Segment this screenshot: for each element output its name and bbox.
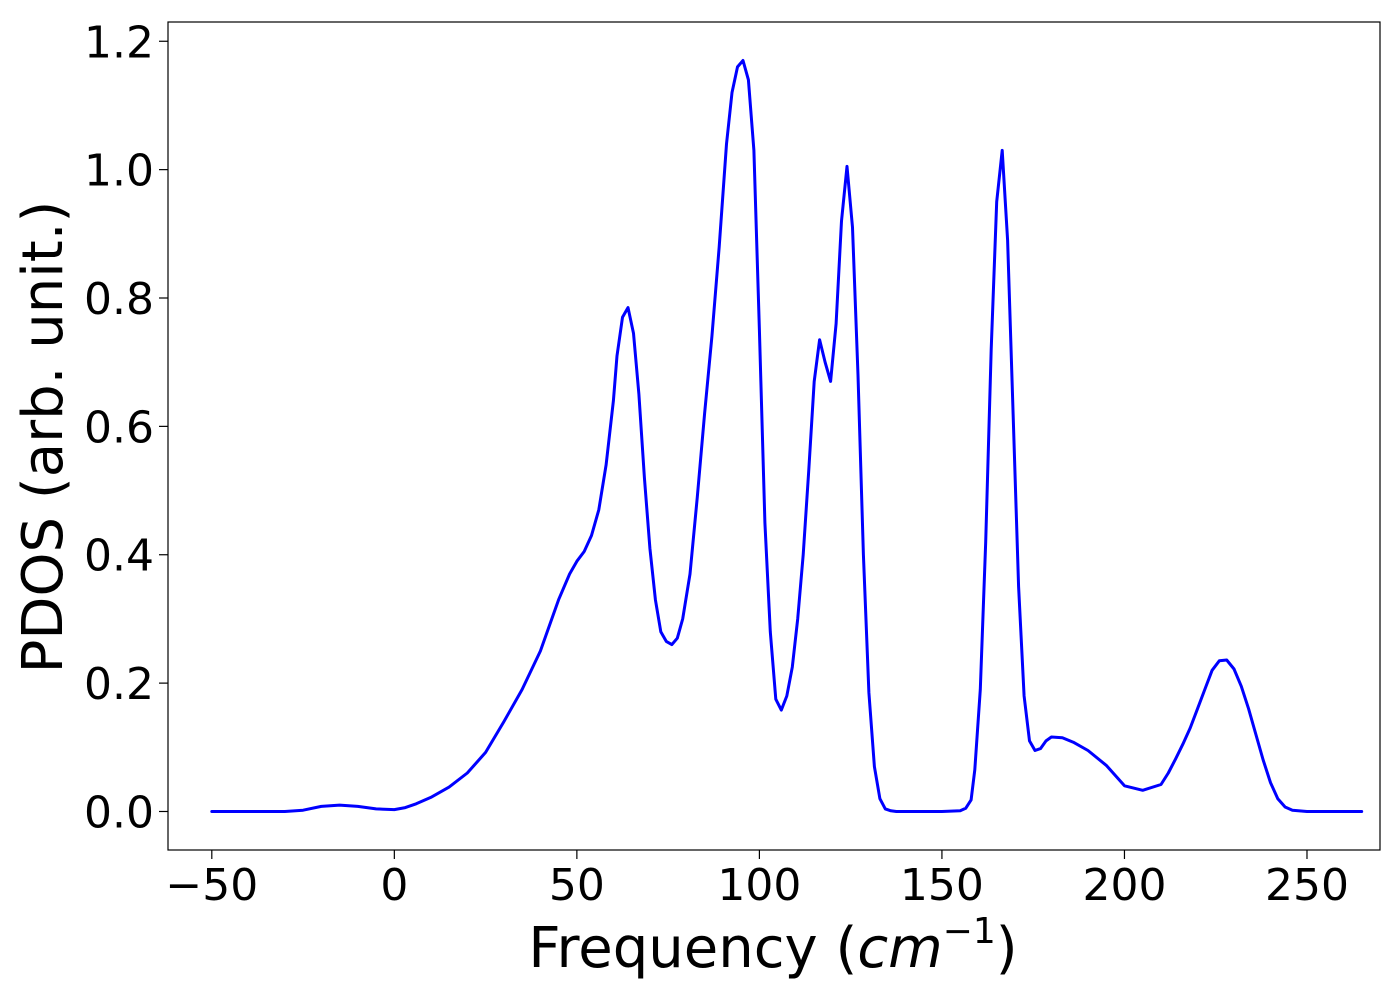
x-axis-title: Frequency (cm−1) [528,911,1017,981]
y-tick-label: 0.2 [84,659,154,710]
y-tick-label: 0.4 [84,531,154,582]
x-tick-label: −50 [165,860,258,911]
x-tick-label: 150 [900,860,984,911]
x-axis-title-exponent: −1 [943,911,996,952]
y-tick-label: 1.2 [84,17,154,68]
pdos-series-line [210,59,1364,813]
x-axis-title-suffix: ) [996,916,1018,981]
y-tick-label: 0.8 [84,274,154,325]
x-tick-label: 0 [380,860,408,911]
y-tick-label: 0.0 [84,787,154,838]
axes-frame [167,21,1381,851]
x-tick-label: 50 [549,860,605,911]
y-axis-title: PDOS (arb. unit.) [11,201,76,674]
x-tick-label: 250 [1265,860,1349,911]
y-tick-label: 0.6 [84,402,154,453]
y-tick-label: 1.0 [84,146,154,197]
x-axis-title-prefix: Frequency ( [528,916,857,981]
x-tick-label: 100 [717,860,801,911]
x-axis-ticks: −50 0 50 100 150 200 250 [165,850,1349,911]
plot-area [210,59,1364,813]
y-axis-ticks: 0.0 0.2 0.4 0.6 0.8 1.0 1.2 [84,17,168,838]
x-axis-title-unit: cm [857,916,942,981]
x-tick-label: 200 [1082,860,1166,911]
